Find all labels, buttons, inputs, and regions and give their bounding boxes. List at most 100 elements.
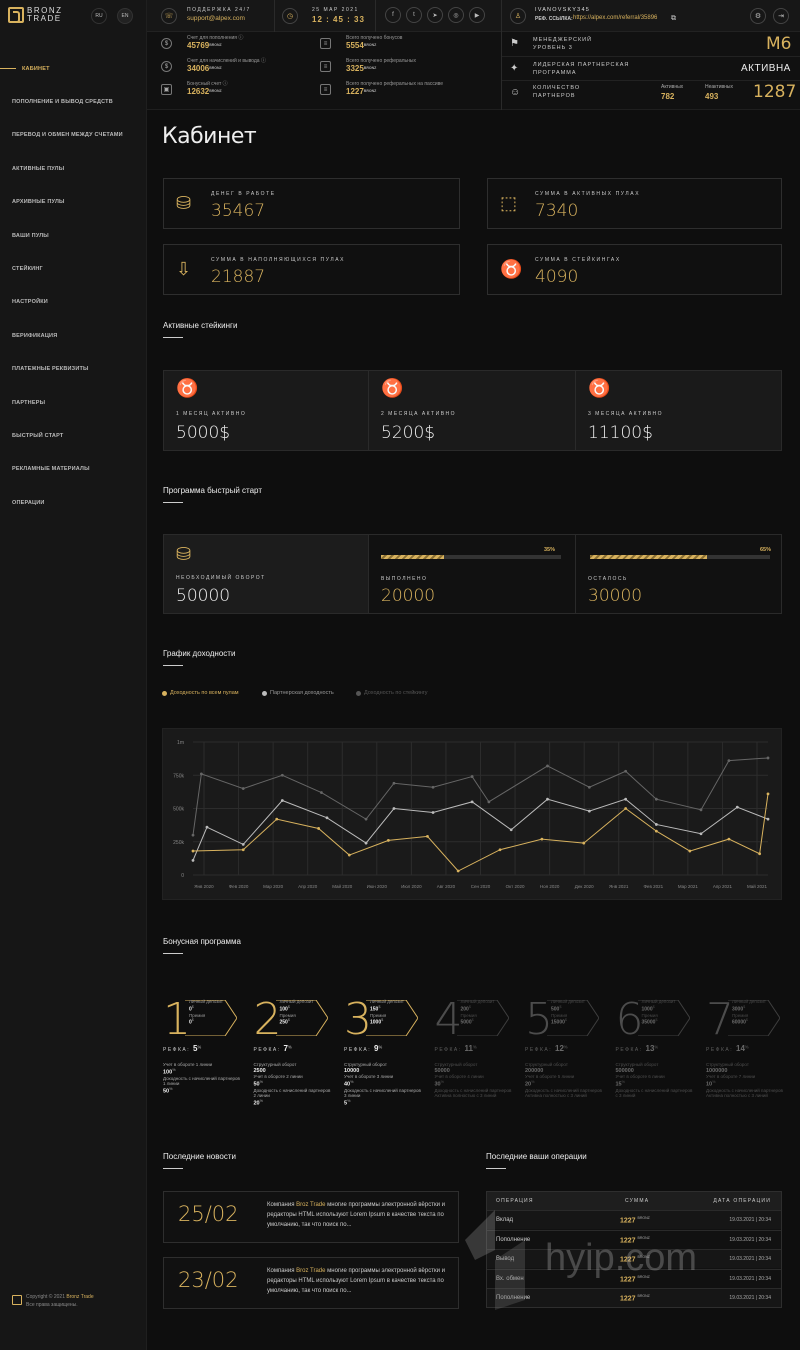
sidebar-item[interactable]: Стейкинг	[12, 266, 43, 273]
data-point	[654, 829, 658, 833]
data-point	[317, 827, 321, 830]
data-point	[766, 756, 770, 760]
data-point	[199, 772, 203, 776]
ops-title: Последние ваши операции	[486, 1152, 587, 1169]
stat-referral-passive: Всего получено реферальных на пассиве 122…	[346, 81, 443, 96]
gear-icon[interactable]: ⚙	[750, 8, 766, 24]
leader-label: ЛИДЕРСКАЯ ПАРТНЕРСКАЯ ПРОГРАММА	[533, 62, 630, 76]
ops-row[interactable]: Пополнение 1227 BRONZ 19.03.2021 | 20:34	[487, 1288, 781, 1308]
x-tick-label: Июн 2020	[367, 884, 388, 889]
lang-en-button[interactable]: EN	[117, 8, 133, 24]
data-point	[347, 853, 351, 857]
partners-label: КОЛИЧЕСТВО ПАРТНЕРОВ	[533, 85, 581, 99]
bonus-desc: Структурный оборот 2500 Учет в обороте 2 л…	[253, 1062, 331, 1106]
manager-icon: ⚑	[510, 38, 519, 49]
ops-row[interactable]: Вывод 1227 BRONZ 19.03.2021 | 20:34	[487, 1249, 781, 1269]
y-tick-label: 500k	[173, 807, 184, 813]
sidebar-item[interactable]: Рекламные материалы	[12, 466, 90, 473]
quickstart-left: 65% ОСТАЛОСЬ 30000	[588, 547, 771, 606]
ops-row[interactable]: Пополнение 1227 BRONZ 19.03.2021 | 20:34	[487, 1229, 781, 1249]
user-icon[interactable]: ♙	[510, 8, 526, 24]
sidebar-item[interactable]: Верификация	[12, 332, 58, 339]
instagram-icon[interactable]: ◎	[448, 7, 464, 23]
news-item[interactable]: 23/02 Компания Broz Trade многие програм…	[163, 1257, 459, 1309]
data-point	[319, 791, 323, 794]
bonus-level-number: 1	[163, 994, 191, 1045]
staking-item: ♉ 3 МЕСЯЦА АКТИВНО 11100$	[588, 378, 664, 443]
ops-row-name: Вклад	[496, 1217, 514, 1223]
legend-item-partners[interactable]: Партнерская доходность	[262, 690, 334, 696]
bonus-level-number: 5	[525, 994, 553, 1045]
sidebar-item[interactable]: Активные пулы	[12, 165, 65, 172]
y-tick-label: 1m	[177, 740, 184, 746]
sidebar-item[interactable]: Архивные пулы	[12, 199, 65, 206]
done-progress-bar	[381, 555, 561, 559]
sidebar-item[interactable]: Кабинет	[0, 52, 147, 85]
sidebar-item[interactable]: Настройки	[12, 299, 48, 306]
data-point	[624, 769, 628, 773]
ops-row-amount: 1227 BRONZ	[620, 1294, 650, 1303]
support-email[interactable]: support@alpex.com	[187, 15, 245, 22]
data-point	[280, 799, 284, 802]
ops-row-date: 19.03.2021 | 20:34	[729, 1256, 771, 1263]
bonus-level-number: 4	[434, 994, 463, 1045]
bonus-title: Бонусная программа	[163, 937, 241, 954]
logout-icon[interactable]: ⇥	[773, 8, 789, 24]
data-point	[456, 869, 460, 873]
ops-row-name: Вывод	[496, 1256, 515, 1263]
support-icon[interactable]: ☏	[161, 8, 177, 24]
ops-col-amount: СУММА	[625, 1198, 650, 1204]
ref-link[interactable]: https://alpex.com/referral/35896	[573, 15, 658, 21]
news-date: 23/02	[178, 1268, 239, 1292]
legend-item-staking[interactable]: Доходность по стейкингу	[356, 690, 428, 696]
data-point	[470, 775, 474, 778]
data-point	[624, 797, 628, 801]
sidebar-item[interactable]: Операции	[12, 499, 45, 506]
data-point	[191, 858, 195, 862]
summary-card-work: ⛁ ДЕНЕГ В РАБОТЕ 35467	[163, 178, 460, 229]
news-text: Компания Broz Trade многие программы эле…	[267, 1268, 445, 1294]
legend-item-pools[interactable]: Доходность по всем пулам	[162, 690, 239, 696]
stat-referral-total: Всего получено реферальных 3325BRONZ	[346, 58, 417, 73]
coins-stack-icon: ≡	[320, 84, 331, 95]
box-in-icon: ⇩	[176, 259, 192, 279]
copyright-rights: Все права защищены.	[26, 1302, 78, 1308]
ops-row-name: Вх. обмен	[496, 1275, 524, 1282]
bonus-desc: Структурный оборот 50000 Учет в обороте 4 …	[434, 1062, 512, 1098]
ops-row[interactable]: Вклад 1227 BRONZ 19.03.2021 | 20:34	[487, 1210, 781, 1229]
telegram-icon[interactable]: ➤	[427, 7, 443, 23]
facebook-icon[interactable]: f	[385, 7, 401, 23]
copy-icon[interactable]: ⧉	[671, 15, 676, 22]
x-tick-label: Ноя 2020	[540, 884, 560, 889]
youtube-icon[interactable]: ▶	[469, 7, 485, 23]
wallet-out-icon: $	[161, 61, 172, 72]
data-point	[758, 852, 762, 856]
sidebar-item[interactable]: Пополнение и вывод средств	[12, 99, 113, 106]
data-point	[735, 805, 739, 809]
logo[interactable]: BRONZ TRADE	[8, 7, 63, 23]
ops-row[interactable]: Вх. обмен 1227 BRONZ 19.03.2021 | 20:34	[487, 1268, 781, 1288]
twitter-icon[interactable]: t	[406, 7, 422, 23]
lang-ru-button[interactable]: RU	[91, 8, 107, 24]
leader-status: АКТИВНА	[741, 63, 791, 74]
data-point	[241, 848, 245, 852]
data-point	[325, 816, 329, 820]
x-tick-label: Апр 2021	[713, 884, 733, 889]
sidebar-item[interactable]: Партнеры	[12, 399, 46, 406]
news-item[interactable]: 25/02 Компания Broz Trade многие програм…	[163, 1191, 459, 1243]
data-point	[498, 848, 502, 852]
sidebar-item[interactable]: Перевод и обмен между счетами	[12, 132, 123, 139]
data-point	[487, 800, 491, 804]
copyright-logo-icon	[12, 1295, 22, 1305]
data-point	[364, 817, 368, 821]
copyright-text: Copyright © 2021	[26, 1294, 65, 1300]
bonus-level: 5 Личный депозит 500$ Премия 15000$ РЕФКА: 12…	[525, 998, 607, 1113]
x-tick-label: Дек 2020	[575, 884, 594, 889]
piggy-bank-icon: ♉	[381, 378, 404, 398]
bonus-level: 2 Личный депозит 100$ Премия 250$ РЕФКА: 7% Ст…	[254, 998, 336, 1113]
sidebar-item[interactable]: Быстрый старт	[12, 432, 64, 439]
data-point	[241, 787, 245, 790]
sidebar-menu: Кабинет Пополнение и вывод средств Перевод…	[0, 52, 147, 519]
sidebar-item[interactable]: Платежные реквизиты	[12, 366, 89, 373]
sidebar-item[interactable]: Ваши пулы	[12, 232, 49, 239]
